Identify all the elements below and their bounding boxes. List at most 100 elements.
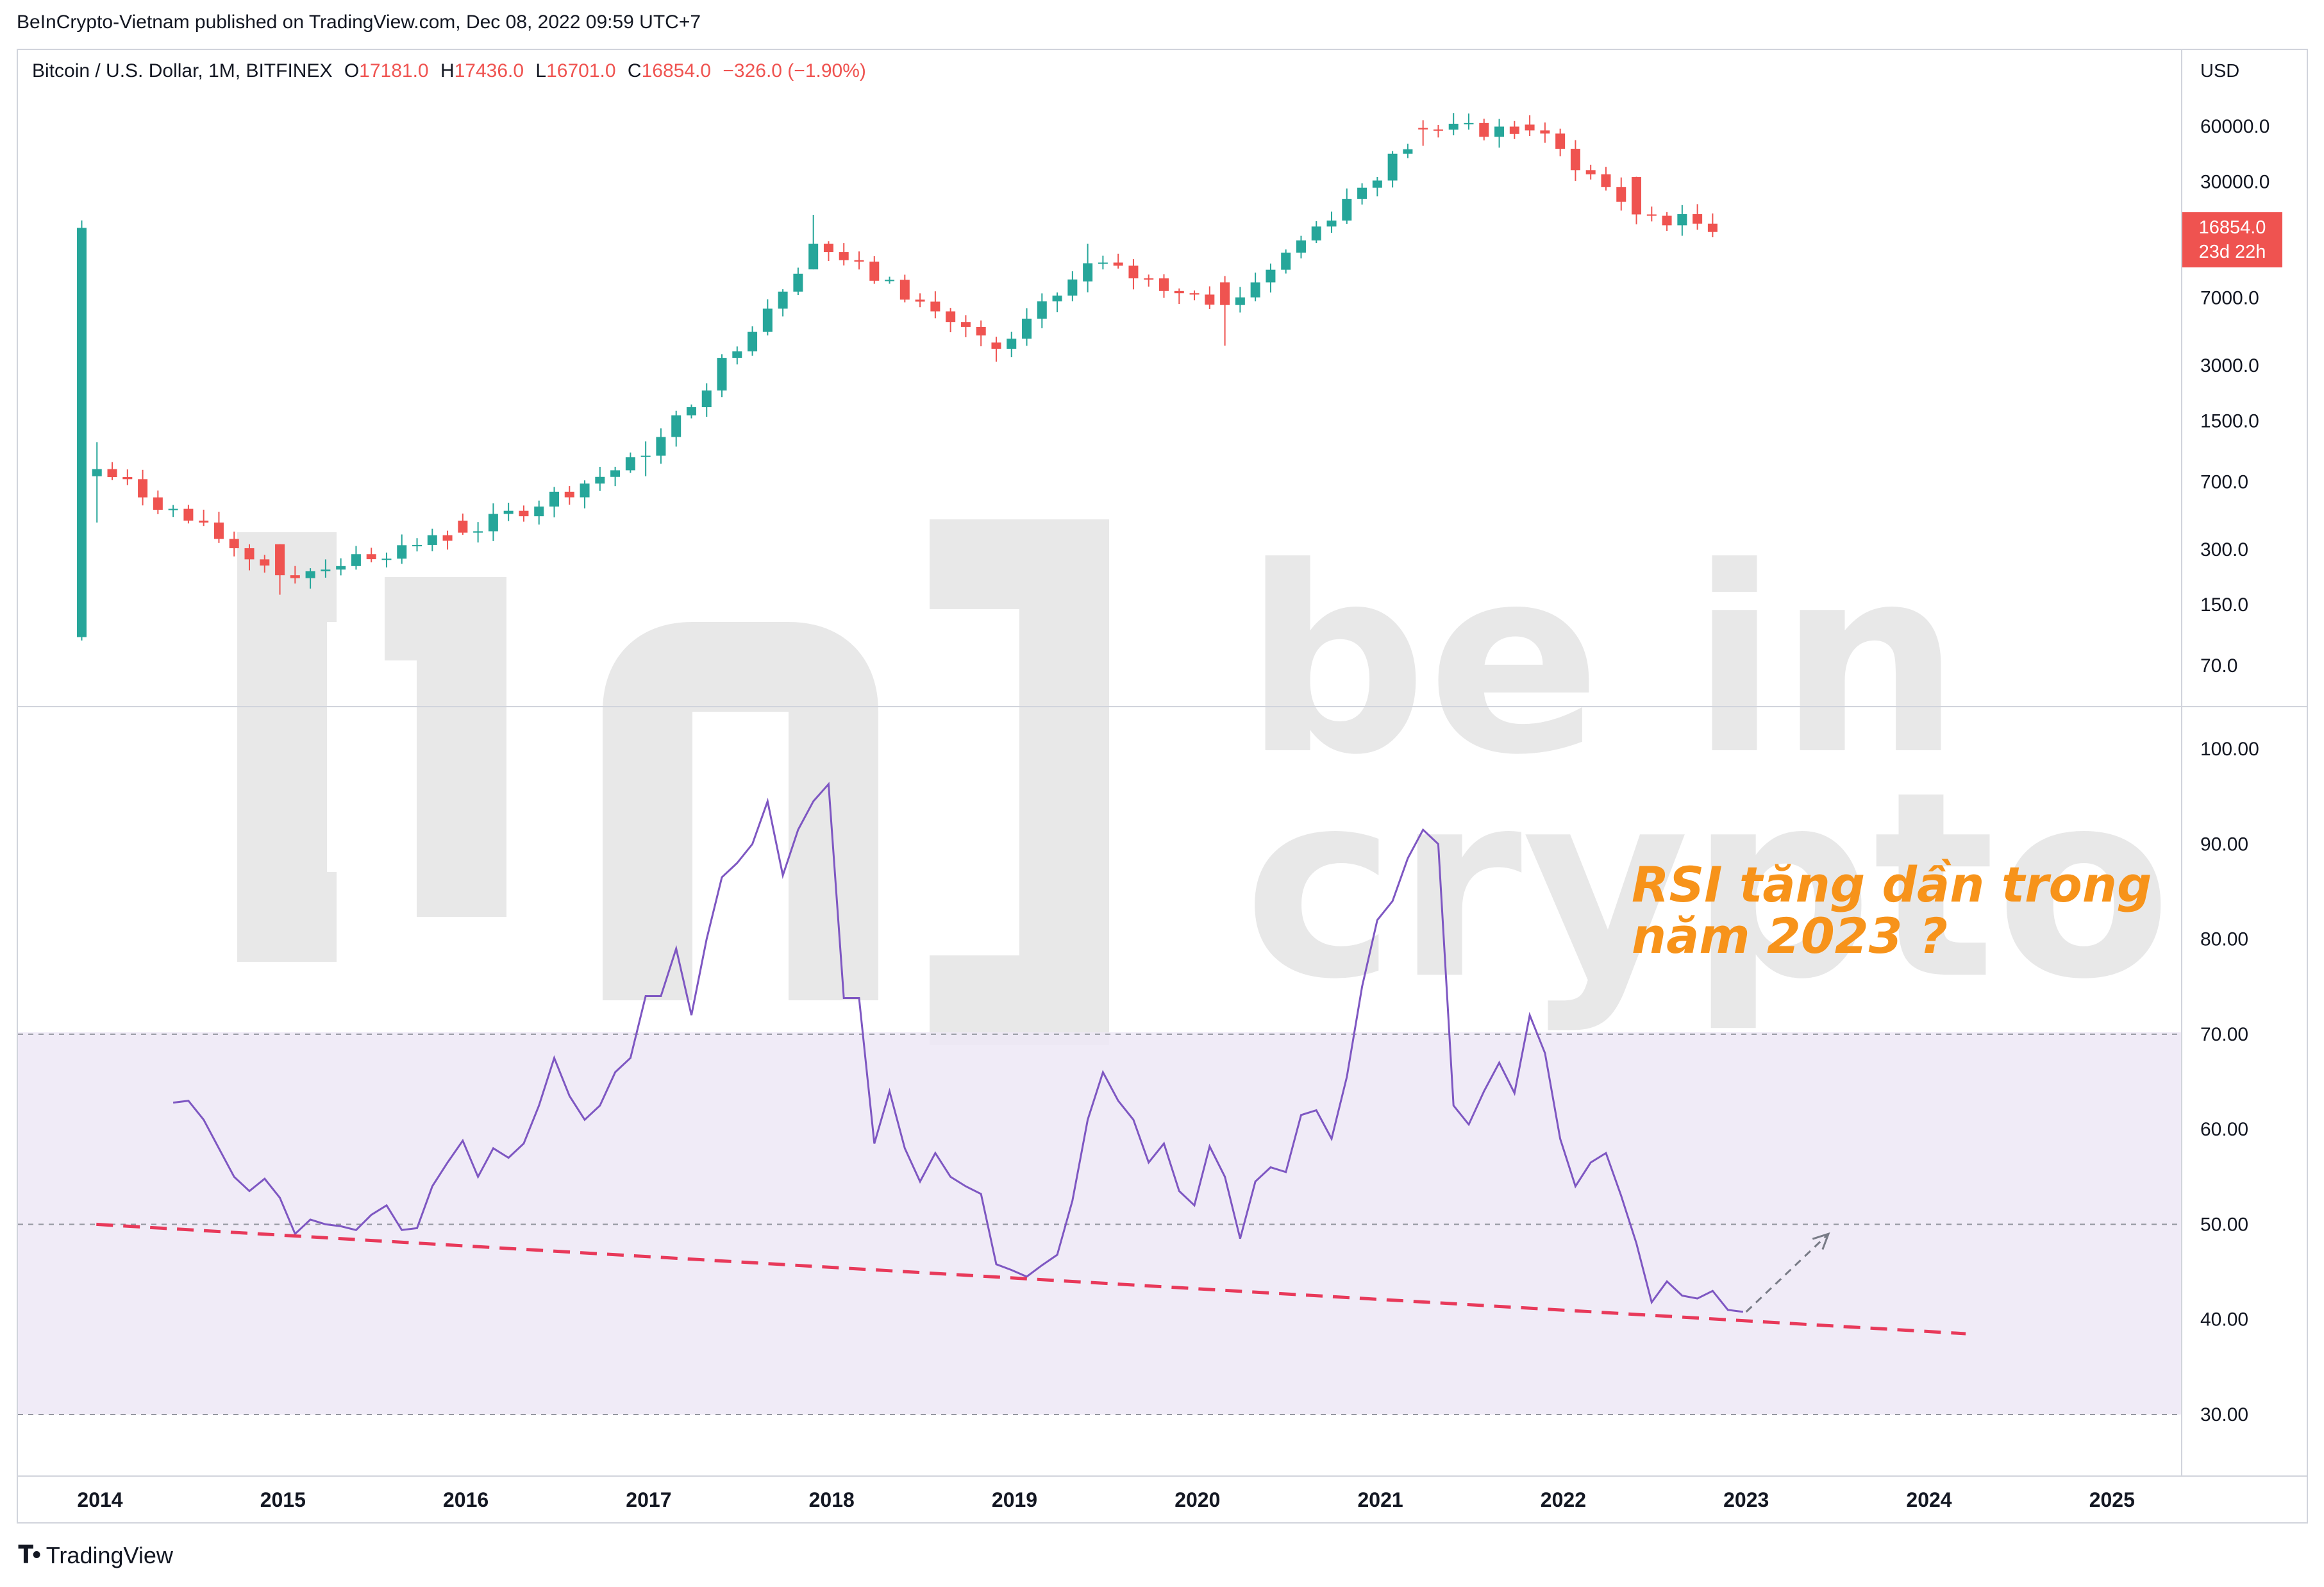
candle-body <box>899 280 910 300</box>
candle-body <box>107 469 117 478</box>
candlestick-series <box>76 113 1718 641</box>
candle-body <box>823 244 833 253</box>
legend-low-value: 16701.0 <box>546 60 616 81</box>
candle-body <box>275 544 285 576</box>
candle-body <box>1113 262 1123 266</box>
price-axis-ticks: 60000.0 30000.0 7000.0 3000.0 1500.0 700.0 300… <box>2200 116 2270 676</box>
candle-body <box>168 508 178 510</box>
candle-body <box>1067 279 1078 296</box>
candle-body <box>534 506 544 517</box>
last-price-tag: 16854.0 23d 22h <box>2182 212 2282 267</box>
candle-body <box>839 252 849 260</box>
candle-body <box>1494 126 1505 137</box>
candle-body <box>1281 252 1291 270</box>
candle-body <box>351 554 361 566</box>
legend-high-label: H <box>440 60 455 81</box>
candle-body <box>1387 153 1398 181</box>
candle-body <box>717 358 727 390</box>
candle-body <box>595 476 605 484</box>
candle-body <box>1433 129 1443 131</box>
candle-body <box>1022 318 1032 339</box>
rsi-line <box>172 782 1744 1313</box>
candle-body <box>260 559 270 566</box>
candle-body <box>1509 126 1519 134</box>
candle-body <box>946 311 956 323</box>
time-tick-0: 2014 <box>77 1488 122 1511</box>
candle-body <box>458 520 468 533</box>
candle-body <box>1601 174 1611 187</box>
candle-body <box>1677 214 1687 226</box>
candle-body <box>762 308 773 332</box>
price-tick-2: 7000.0 <box>2200 288 2259 309</box>
price-tick-1: 30000.0 <box>2200 171 2270 192</box>
candle-body <box>885 280 895 281</box>
candle-body <box>1189 293 1200 295</box>
candle-body <box>915 299 925 302</box>
candle-body <box>381 558 392 560</box>
candle-body <box>1464 122 1474 124</box>
candle-body <box>153 497 163 510</box>
watermark-text-be-in: be in <box>1244 513 1961 811</box>
rsi-series-layer <box>172 782 1744 1313</box>
candle-body <box>1296 240 1306 253</box>
projection-arrow-line <box>1745 1233 1830 1313</box>
legend-change-value: −326.0 (−1.90%) <box>723 60 866 81</box>
candle-body <box>625 457 635 471</box>
chart-frame <box>17 49 2308 1524</box>
candle-body <box>213 522 224 539</box>
rsi-band-30-70 <box>18 1032 2182 1415</box>
candle-body <box>1158 278 1169 291</box>
candle-body <box>930 301 940 312</box>
price-tick-4: 1500.0 <box>2200 410 2259 432</box>
candle-body <box>1357 187 1367 199</box>
rsi-tick-4: 60.00 <box>2200 1119 2248 1140</box>
candle-body <box>1540 130 1550 134</box>
watermark-i-dot <box>385 577 468 660</box>
time-axis-ticks: 2014 2015 2016 2017 2018 2019 2020 2021 2022 2023… <box>77 1488 2134 1511</box>
candle-body <box>1128 265 1139 279</box>
rsi-tick-1: 90.00 <box>2200 834 2248 855</box>
legend-close-label: C <box>627 60 642 81</box>
candle-body <box>519 510 529 517</box>
candle-body <box>76 228 87 637</box>
candle-body <box>1555 133 1566 149</box>
rsi-tick-6: 40.00 <box>2200 1309 2248 1331</box>
candle-body <box>1632 177 1642 215</box>
candle-body <box>397 545 407 559</box>
tradingview-logo[interactable]: 𝐓• TradingView <box>18 1541 173 1569</box>
legend-symbol[interactable]: Bitcoin / U.S. Dollar, 1M, BITFINEX <box>32 60 333 81</box>
rsi-axis-ticks: 100.00 90.00 80.00 70.00 60.00 50.00 40.00 30.0… <box>2200 739 2259 1425</box>
currency-label[interactable]: USD <box>2200 61 2240 81</box>
time-tick-3: 2017 <box>626 1488 671 1511</box>
price-tick-3: 3000.0 <box>2200 355 2259 376</box>
legend-low-label: L <box>535 60 547 81</box>
rsi-annotation: RSI tăng dần trong năm 2023 ? <box>1632 859 2152 962</box>
candle-body <box>503 510 514 514</box>
candle-body <box>1403 149 1413 154</box>
candle-body <box>549 491 559 507</box>
candle-body <box>138 479 148 498</box>
candle-body <box>290 575 300 578</box>
legend-close-value: 16854.0 <box>641 60 712 81</box>
rsi-tick-2: 80.00 <box>2200 929 2248 950</box>
candle-body <box>473 531 483 533</box>
publish-attribution: BeInCrypto-Vietnam published on TradingV… <box>17 12 701 33</box>
price-tick-7: 150.0 <box>2200 594 2248 616</box>
candle-body <box>1616 187 1626 202</box>
candle-body <box>229 539 239 548</box>
candle-body <box>976 326 986 336</box>
tradingview-brand: TradingView <box>46 1541 173 1568</box>
last-price-value: 16854.0 <box>2198 217 2266 238</box>
candle-body <box>686 407 696 416</box>
candle-body <box>808 244 819 270</box>
candle-body <box>732 351 742 358</box>
candle-body <box>92 469 102 476</box>
legend-open-value: 17181.0 <box>359 60 429 81</box>
candle-body <box>412 544 422 546</box>
candle-body <box>960 322 971 327</box>
time-tick-10: 2024 <box>1906 1488 1952 1511</box>
rsi-tick-7: 30.00 <box>2200 1404 2248 1425</box>
time-tick-11: 2025 <box>2089 1488 2135 1511</box>
annotation-line-1: RSI tăng dần trong <box>1632 856 2152 913</box>
